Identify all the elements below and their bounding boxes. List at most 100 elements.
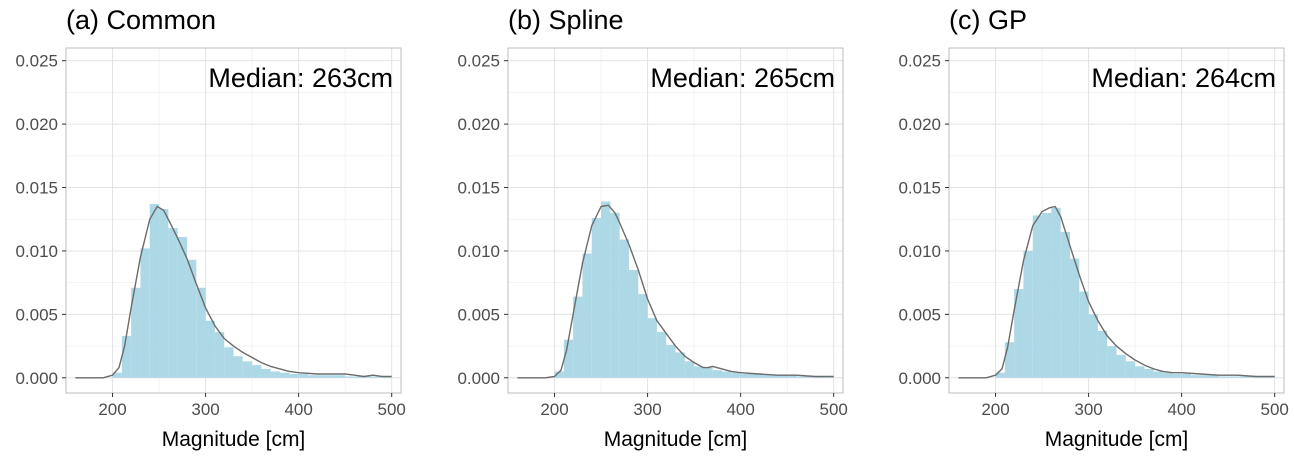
histogram-bar: [684, 361, 695, 378]
histogram-bar: [1209, 375, 1219, 378]
y-tick-label: 0.015: [15, 179, 58, 198]
histogram-bar: [787, 375, 797, 378]
histogram-bar: [1088, 314, 1098, 378]
x-tick-label: 400: [726, 400, 754, 419]
histogram-bar: [768, 375, 778, 378]
y-tick-label: 0.000: [898, 369, 941, 388]
histogram-bar: [1107, 346, 1117, 378]
x-tick-label: 300: [191, 400, 219, 419]
plot-background: [949, 48, 1284, 393]
histogram-bar: [196, 287, 206, 378]
histogram-bar: [582, 253, 592, 378]
histogram-bar: [242, 361, 253, 378]
histogram-bar: [1023, 250, 1033, 378]
histogram-bar: [1153, 371, 1164, 378]
histogram-bar: [1069, 258, 1080, 378]
histogram-bar: [995, 372, 1005, 378]
plot-background: [66, 48, 401, 393]
histogram-bar: [168, 228, 178, 378]
y-tick-label: 0.005: [457, 305, 500, 324]
y-tick-label: 0.010: [15, 242, 58, 261]
histogram-bar: [1190, 375, 1201, 378]
x-tick-label: 300: [633, 400, 661, 419]
x-tick-label: 400: [1167, 400, 1195, 419]
histogram-bar: [675, 352, 685, 378]
y-tick-label: 0.025: [15, 52, 58, 71]
chart-panel-3: 200 300 400 500 0.000 0.005 0.010 0.015 0.020 0.0…: [898, 5, 1288, 451]
histogram-bar: [149, 204, 160, 378]
histogram-bar: [759, 373, 769, 378]
histogram-bar: [694, 366, 704, 378]
histogram-bar: [1172, 373, 1182, 378]
histogram-bar: [563, 339, 574, 378]
panel-border: [507, 47, 844, 394]
x-axis-title: Magnitude [cm]: [1045, 428, 1189, 451]
x-tick-label: 200: [98, 400, 126, 419]
histogram-bar: [131, 287, 141, 378]
histogram-bar: [224, 347, 234, 378]
panel-title: (a) Common: [66, 5, 216, 35]
x-tick-label: 500: [378, 400, 406, 419]
histogram-bar: [252, 365, 262, 378]
histogram-bar: [638, 294, 648, 378]
histogram-bar: [731, 372, 741, 378]
histogram-bar: [1237, 376, 1247, 378]
histogram-bar: [289, 373, 299, 378]
histogram-bar: [601, 201, 611, 378]
y-tick-label: 0.005: [15, 305, 58, 324]
x-tick-label: 500: [1261, 400, 1289, 419]
chart-panel-1: 200 300 400 500 0.000 0.005 0.010 0.015 0.020 0.0…: [15, 5, 405, 451]
histogram-bar: [214, 332, 225, 378]
y-tick-label: 0.010: [457, 242, 500, 261]
histogram-bar: [1218, 376, 1229, 378]
x-tick-label: 400: [284, 400, 312, 419]
histogram-bar: [1125, 361, 1136, 378]
histogram-bar: [1051, 207, 1061, 378]
histogram-bar: [363, 376, 374, 378]
median-annotation: Median: 264cm: [1091, 63, 1276, 93]
x-axis-title: Magnitude [cm]: [604, 428, 748, 451]
histogram-bar: [317, 375, 327, 378]
histogram-bar: [121, 335, 132, 378]
plot-background: [508, 48, 843, 393]
histogram-bar: [656, 332, 667, 378]
histogram-bar: [373, 376, 383, 378]
histogram-bar: [1181, 373, 1191, 378]
histogram-bar: [1200, 375, 1210, 378]
y-tick-label: 0.010: [898, 242, 941, 261]
y-tick-label: 0.020: [898, 115, 941, 134]
histogram-bar: [1004, 342, 1015, 378]
panel-title: (c) GP: [949, 5, 1027, 35]
histogram-bar: [1246, 376, 1257, 378]
histogram-bar: [177, 236, 187, 378]
histogram-bar: [1014, 288, 1024, 378]
histogram-bar: [805, 376, 816, 378]
histogram-bar: [1079, 291, 1089, 378]
histogram-bar: [261, 368, 271, 378]
y-tick-label: 0.015: [457, 179, 500, 198]
y-tick-label: 0.000: [15, 369, 58, 388]
histogram-bar: [280, 372, 290, 378]
histogram-bar: [307, 375, 318, 378]
histogram-bar: [345, 376, 355, 378]
histogram-bar: [1116, 354, 1126, 378]
x-tick-label: 200: [540, 400, 568, 419]
density-curve: [75, 205, 392, 379]
histogram-bar: [233, 356, 243, 378]
histogram-bar: [140, 248, 150, 378]
density-curve: [517, 204, 834, 379]
histogram-bar: [712, 370, 723, 378]
histogram-bar: [205, 320, 215, 378]
histogram-bar: [1097, 330, 1108, 378]
histogram-bar: [1135, 366, 1145, 378]
histogram-bar: [1060, 231, 1070, 378]
histogram-bar: [112, 372, 122, 378]
panel-title: (b) Spline: [508, 5, 624, 35]
panel-border: [65, 47, 402, 394]
histogram-bar: [354, 376, 364, 378]
histogram-bar: [749, 373, 760, 378]
x-tick-label: 200: [981, 400, 1009, 419]
histogram-bar: [722, 371, 732, 378]
